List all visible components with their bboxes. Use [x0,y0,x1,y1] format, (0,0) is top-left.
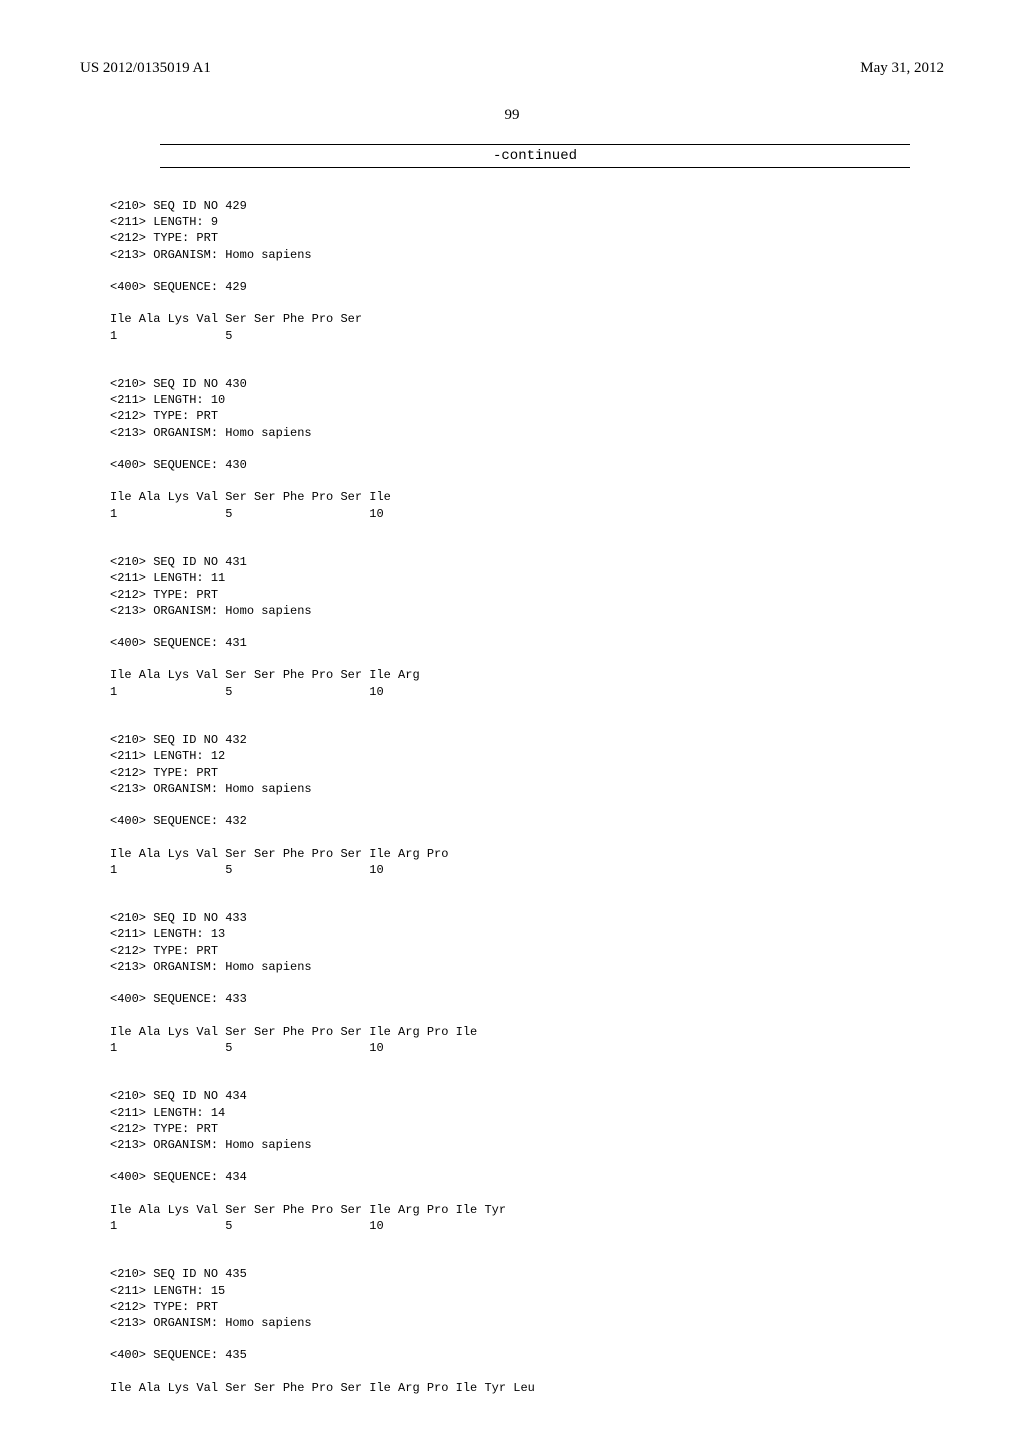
publication-date: May 31, 2012 [860,60,944,77]
patent-page: US 2012/0135019 A1 May 31, 2012 99 -cont… [0,0,1024,1436]
publication-number: US 2012/0135019 A1 [80,60,211,77]
sequence-listing: <210> SEQ ID NO 429 <211> LENGTH: 9 <212… [110,198,944,1396]
continued-label: -continued [160,148,910,164]
page-number: 99 [80,107,944,124]
continued-divider: -continued [160,144,910,168]
page-header: US 2012/0135019 A1 May 31, 2012 [80,60,944,77]
